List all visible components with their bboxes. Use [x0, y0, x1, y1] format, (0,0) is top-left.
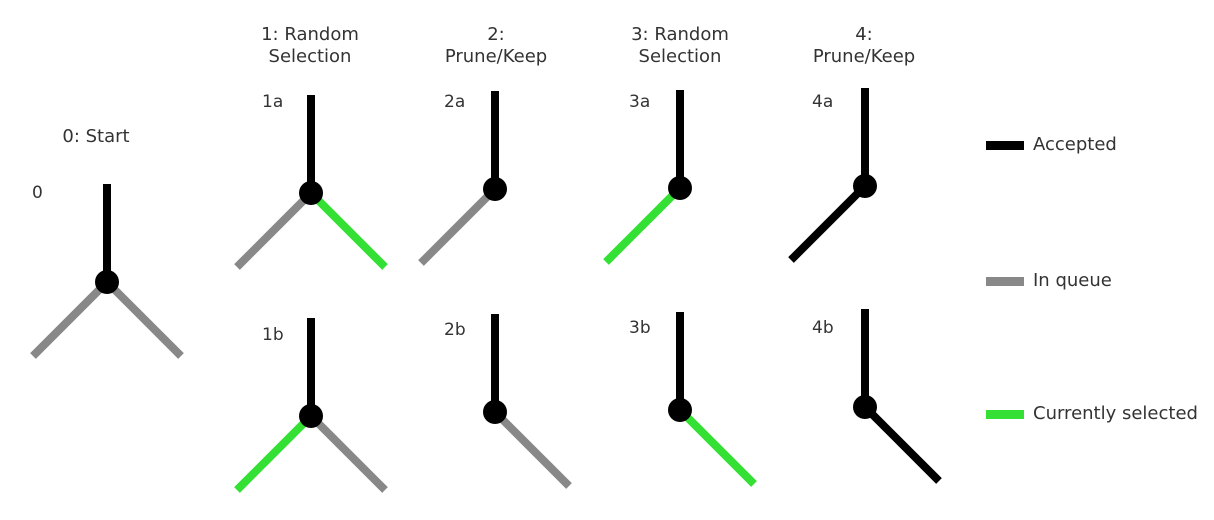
legend-label-accepted: Accepted	[1033, 134, 1117, 155]
tree-0	[30, 184, 184, 359]
branch-left	[30, 279, 110, 359]
branch-right	[862, 404, 942, 484]
branch-left	[234, 190, 314, 270]
branch-left	[603, 185, 683, 265]
node	[483, 400, 507, 424]
legend-label-in-queue: In queue	[1033, 270, 1112, 291]
legend-swatch-currently-selected	[986, 410, 1024, 419]
branch-right	[677, 407, 757, 487]
branch-left	[788, 183, 868, 263]
branch-right	[104, 279, 184, 359]
tree-2b	[483, 314, 572, 489]
header-random-selection-1: 1: Random Selection	[261, 24, 359, 67]
panel-label-1a: 1a	[262, 92, 284, 112]
node	[299, 404, 323, 428]
panel-label-0: 0	[32, 183, 43, 203]
panel-label-4a: 4a	[812, 92, 834, 112]
panel-label-1b: 1b	[262, 325, 284, 345]
node	[483, 177, 507, 201]
node	[853, 174, 877, 198]
tree-4a	[788, 88, 877, 263]
panel-label-2a: 2a	[444, 92, 466, 112]
branch-left	[418, 186, 498, 266]
node	[853, 395, 877, 419]
tree-3a	[603, 90, 692, 265]
tree-1a	[234, 95, 388, 270]
header-start: 0: Start	[62, 126, 130, 147]
branch-left	[234, 413, 314, 493]
node	[95, 270, 119, 294]
legend-swatch-in-queue	[986, 277, 1024, 286]
panel-label-3b: 3b	[629, 318, 651, 338]
node	[668, 398, 692, 422]
panel-label-4b: 4b	[812, 318, 834, 338]
tree-2a	[418, 91, 507, 266]
node	[299, 181, 323, 205]
node	[668, 176, 692, 200]
branch-right	[492, 409, 572, 489]
tree-3b	[668, 312, 757, 487]
legend-label-currently-selected: Currently selected	[1033, 403, 1198, 424]
legend-swatch-accepted	[986, 141, 1024, 150]
panel-label-3a: 3a	[629, 92, 651, 112]
branch-right	[308, 190, 388, 270]
branch-right	[308, 413, 388, 493]
panel-label-2b: 2b	[444, 320, 466, 340]
header-random-selection-3: 3: Random Selection	[631, 24, 729, 67]
tree-1b	[234, 318, 388, 493]
tree-4b	[853, 309, 942, 484]
header-prune-keep-2: 2: Prune/Keep	[444, 24, 548, 67]
header-prune-keep-4: 4: Prune/Keep	[812, 24, 916, 67]
